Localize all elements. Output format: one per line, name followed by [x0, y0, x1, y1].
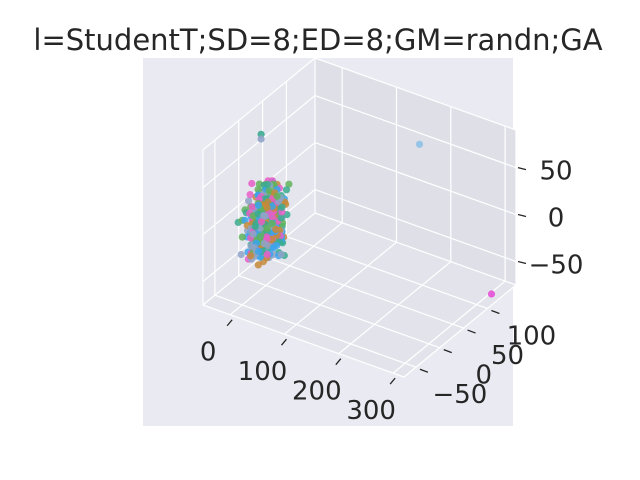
tick-mark [280, 338, 287, 346]
y-gridline [262, 255, 464, 329]
data-point [257, 232, 265, 240]
y-tick-label: 0 [475, 361, 492, 391]
data-point [268, 219, 276, 228]
back-pane [315, 58, 516, 285]
y-gridline [238, 275, 440, 349]
tick-mark [226, 319, 233, 327]
data-point [263, 224, 271, 233]
tick-mark [419, 368, 429, 373]
x-gridline [229, 222, 343, 316]
x-gridline [284, 241, 397, 335]
x-gridline [392, 280, 506, 374]
data-point [237, 250, 245, 259]
data-point [269, 244, 277, 252]
data-point [259, 212, 268, 220]
data-point [245, 197, 253, 205]
x-tick-label: 300 [346, 396, 396, 426]
x-tick-label: 100 [238, 357, 288, 387]
data-point [263, 180, 271, 188]
z-gridline [314, 188, 517, 263]
data-point [254, 210, 262, 218]
x-tick-label: 200 [292, 377, 342, 407]
data-point [282, 186, 291, 194]
outlier-point [415, 140, 424, 148]
data-point [254, 186, 262, 194]
tick-mark [443, 349, 452, 354]
data-point [257, 218, 266, 226]
data-point [277, 250, 285, 258]
data-point [249, 230, 257, 238]
outlier-point [487, 290, 496, 298]
pane-edge [202, 304, 405, 378]
z-tick-label: 50 [539, 157, 572, 187]
chart-title: l=StudentT;SD=8;ED=8;GM=randn;GA [33, 23, 602, 57]
data-point [273, 192, 281, 200]
z-tick-label: −50 [529, 251, 584, 281]
outlier-point [257, 135, 265, 143]
pane-edge [314, 212, 517, 286]
y-tick-label: 100 [507, 321, 557, 351]
data-point [263, 250, 271, 259]
data-point [251, 223, 259, 231]
data-points [234, 130, 496, 298]
data-point [278, 203, 286, 211]
data-point [255, 247, 263, 255]
tick-mark [467, 329, 476, 334]
data-point [265, 187, 273, 195]
data-point [277, 214, 285, 222]
z-tick-label: 0 [548, 204, 565, 234]
data-point [246, 191, 254, 199]
data-point [285, 180, 293, 188]
data-point [248, 179, 256, 188]
data-point [254, 201, 262, 209]
grid-lines [202, 57, 517, 378]
x-tick-label: 0 [200, 338, 217, 368]
tick-mark [491, 309, 500, 315]
data-point [268, 213, 276, 221]
data-point [263, 204, 271, 212]
data-point [247, 252, 255, 260]
pane-edge [403, 284, 517, 378]
data-point [238, 233, 246, 241]
pane-edge [202, 57, 316, 151]
z-gridline [314, 95, 517, 169]
tick-mark [517, 260, 527, 265]
data-point [260, 240, 268, 248]
tick-mark [517, 213, 527, 218]
data-point [272, 225, 280, 233]
y-tick-label: −50 [432, 380, 487, 410]
data-point [254, 261, 262, 269]
y-tick-label: 50 [491, 341, 524, 371]
tick-mark [517, 166, 527, 171]
tick-mark [335, 358, 342, 366]
z-gridline [314, 141, 517, 216]
pane-edge [314, 57, 517, 131]
y-gridline [286, 235, 488, 310]
x-gridline [338, 261, 452, 355]
y-gridline [214, 294, 417, 368]
tick-mark [389, 377, 396, 385]
data-point [248, 203, 256, 211]
